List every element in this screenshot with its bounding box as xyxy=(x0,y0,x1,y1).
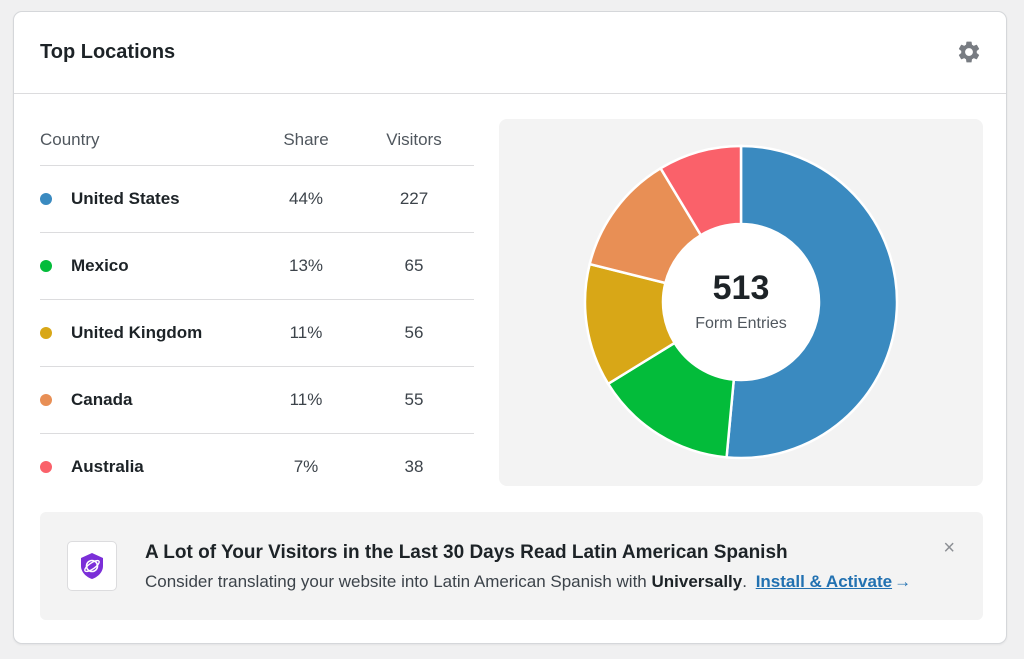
country-name: United Kingdom xyxy=(71,323,203,342)
table-row: Canada 11% 55 xyxy=(40,367,474,434)
table-header: Country Share Visitors xyxy=(40,115,474,166)
table-row: Mexico 13% 65 xyxy=(40,233,474,300)
table-row: United States 44% 227 xyxy=(40,166,474,233)
locations-table: Country Share Visitors United States 44%… xyxy=(40,115,474,500)
translation-notice: A Lot of Your Visitors in the Last 30 Da… xyxy=(40,512,983,620)
country-name: United States xyxy=(71,189,180,208)
visitors-value: 55 xyxy=(404,390,424,409)
notice-text-before: Consider translating your website into L… xyxy=(145,572,647,591)
notice-title: A Lot of Your Visitors in the Last 30 Da… xyxy=(145,542,788,563)
legend-dot xyxy=(40,461,52,473)
table-body: United States 44% 227 Mexico 13% 65 Unit… xyxy=(40,166,474,500)
visitors-value: 38 xyxy=(404,457,424,476)
universally-logo xyxy=(67,541,117,591)
card-title: Top Locations xyxy=(40,41,176,63)
legend-dot xyxy=(40,193,52,205)
column-header-country: Country xyxy=(40,130,100,149)
donut-chart xyxy=(583,144,899,460)
donut-chart-panel: 513 Form Entries xyxy=(499,119,983,486)
arrow-right-icon[interactable]: → xyxy=(894,572,912,591)
notice-text-after: . xyxy=(742,572,747,591)
table-row: Australia 7% 38 xyxy=(40,434,474,500)
visitors-value: 56 xyxy=(404,323,424,342)
visitors-value: 65 xyxy=(404,256,424,275)
notice-text: Consider translating your website into L… xyxy=(145,572,911,592)
share-value: 44% xyxy=(288,189,324,208)
chart-center-value: 513 xyxy=(712,269,770,307)
card-header: Top Locations xyxy=(14,12,1006,94)
column-header-visitors: Visitors xyxy=(386,130,442,149)
close-icon[interactable]: × xyxy=(943,537,955,559)
country-name: Australia xyxy=(71,457,144,476)
share-value: 7% xyxy=(293,457,319,476)
legend-dot xyxy=(40,260,52,272)
gear-icon[interactable] xyxy=(956,39,982,65)
notice-product-name: Universally xyxy=(651,572,743,591)
share-value: 13% xyxy=(288,256,324,275)
country-name: Canada xyxy=(71,390,133,409)
donut-hole xyxy=(663,224,819,380)
chart-center-caption: Form Entries xyxy=(695,315,787,332)
table-row: United Kingdom 11% 56 xyxy=(40,300,474,367)
legend-dot xyxy=(40,327,52,339)
country-name: Mexico xyxy=(71,256,129,275)
shield-globe-icon xyxy=(81,553,103,579)
column-header-share: Share xyxy=(283,130,329,149)
share-value: 11% xyxy=(289,323,323,342)
legend-dot xyxy=(40,394,52,406)
share-value: 11% xyxy=(289,390,323,409)
install-activate-link[interactable]: Install & Activate xyxy=(755,572,893,591)
visitors-value: 227 xyxy=(399,189,429,208)
top-locations-card: Top Locations Country Share Visitors Uni… xyxy=(13,11,1007,644)
